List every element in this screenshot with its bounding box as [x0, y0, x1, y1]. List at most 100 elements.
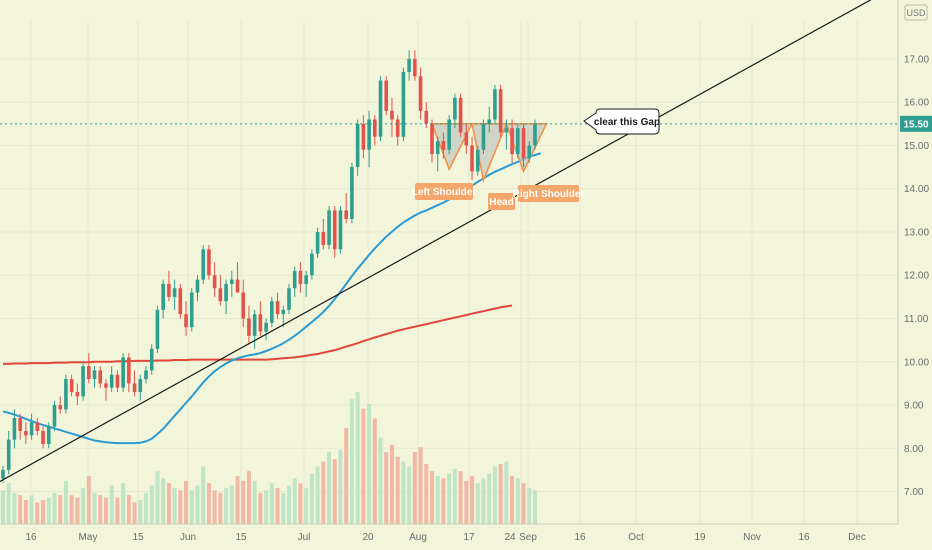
candle-body: [304, 275, 308, 284]
volume-bar: [275, 488, 280, 524]
candle-body: [430, 123, 434, 155]
volume-bar: [241, 480, 246, 524]
price-axis-background: [898, 0, 932, 550]
volume-bar: [1, 490, 5, 524]
candle-body: [310, 253, 314, 276]
volume-bar: [92, 492, 97, 524]
candle-body: [115, 374, 120, 388]
volume-bar: [41, 500, 46, 524]
candle-body: [493, 89, 497, 120]
volume-bar: [367, 404, 372, 524]
candle-body: [424, 110, 429, 124]
volume-bar: [470, 476, 475, 524]
candle-body: [516, 128, 520, 155]
volume-bar: [515, 478, 520, 524]
candle-body: [487, 119, 491, 124]
candle-body: [189, 292, 194, 328]
candle-body: [475, 149, 480, 172]
candle-body: [81, 366, 85, 397]
candle-body: [470, 145, 474, 172]
head-label: Head: [488, 193, 515, 210]
volume-bar: [75, 497, 80, 524]
currency-label: USD: [906, 8, 926, 18]
candle-body: [41, 430, 45, 444]
volume-bar: [321, 461, 326, 524]
volume-bar: [481, 478, 486, 524]
candle-body: [29, 422, 34, 436]
volume-bar: [349, 399, 354, 524]
candle-body: [504, 128, 509, 133]
candle-body: [435, 141, 440, 155]
volume-bar: [58, 495, 63, 524]
label-layer: Left Shoulder Head Right Shoulder clear …: [412, 108, 660, 210]
candle-body: [258, 314, 263, 332]
candle-body: [6, 439, 11, 470]
candle-body: [527, 145, 532, 159]
grid-layer: [0, 20, 898, 524]
volume-bar: [103, 497, 108, 524]
x-tick-label: 16: [798, 532, 810, 543]
candle-body: [315, 231, 320, 254]
candle-body: [453, 97, 457, 120]
candle-body: [149, 348, 154, 371]
volume-layer: [1, 392, 537, 524]
volume-bar: [332, 459, 337, 524]
volume-bar: [458, 471, 463, 524]
volume-bar: [23, 500, 28, 524]
volume-bar: [212, 490, 217, 524]
candle-body: [458, 97, 463, 133]
candle-body: [355, 123, 360, 168]
x-tick-label: 15: [235, 532, 247, 543]
volume-bar: [492, 466, 497, 524]
volume-bar: [18, 495, 23, 524]
candle-body: [275, 301, 280, 315]
x-tick-label: 15: [132, 532, 144, 543]
volume-bar: [412, 452, 417, 524]
volume-bar: [292, 478, 297, 524]
candle-body: [270, 301, 274, 323]
candle-body: [287, 288, 291, 310]
volume-bar: [304, 488, 309, 524]
volume-bar: [527, 488, 532, 524]
volume-bar: [532, 490, 537, 524]
volume-bar: [475, 483, 480, 524]
candle-body: [447, 119, 451, 150]
right-shoulder-text: Right Shoulder: [513, 189, 585, 200]
volume-bar: [372, 418, 377, 524]
volume-bar: [384, 452, 389, 524]
candle-body: [201, 249, 205, 280]
currency-badge[interactable]: USD: [904, 4, 928, 21]
volume-bar: [166, 483, 171, 524]
volume-bar: [407, 466, 412, 524]
volume-bar: [161, 478, 166, 524]
volume-bar: [149, 485, 154, 524]
candle-body: [121, 357, 125, 388]
candle-body: [332, 210, 337, 250]
x-tick-label: 19: [694, 532, 706, 543]
candle-body: [298, 270, 303, 284]
y-tick-label: 7.00: [904, 487, 924, 498]
volume-bar: [327, 452, 332, 524]
volume-bar: [287, 485, 291, 524]
last-price-tag: 15.50: [900, 115, 932, 132]
candle-body: [252, 314, 257, 336]
volume-bar: [184, 480, 189, 524]
volume-bar: [498, 464, 503, 524]
volume-bar: [504, 461, 509, 524]
left-shoulder-label: Left Shoulder: [412, 183, 476, 200]
candle-body: [378, 80, 383, 137]
callout-text: clear this Gap: [594, 117, 660, 128]
volume-bar: [510, 476, 515, 524]
gap-callout[interactable]: clear this Gap: [583, 108, 660, 135]
volume-bar: [424, 464, 429, 524]
volume-bar: [452, 468, 457, 524]
volume-bar: [46, 497, 51, 524]
candle-body: [69, 379, 74, 393]
y-tick-label: 16.00: [904, 98, 929, 109]
volume-bar: [6, 483, 11, 524]
y-tick-layer: 7.00 8.00 9.00 10.00 11.00 12.00 13.00 14.00 15.…: [904, 54, 929, 498]
volume-bar: [12, 492, 17, 524]
candle-body: [172, 288, 177, 297]
volume-bar: [206, 483, 211, 524]
